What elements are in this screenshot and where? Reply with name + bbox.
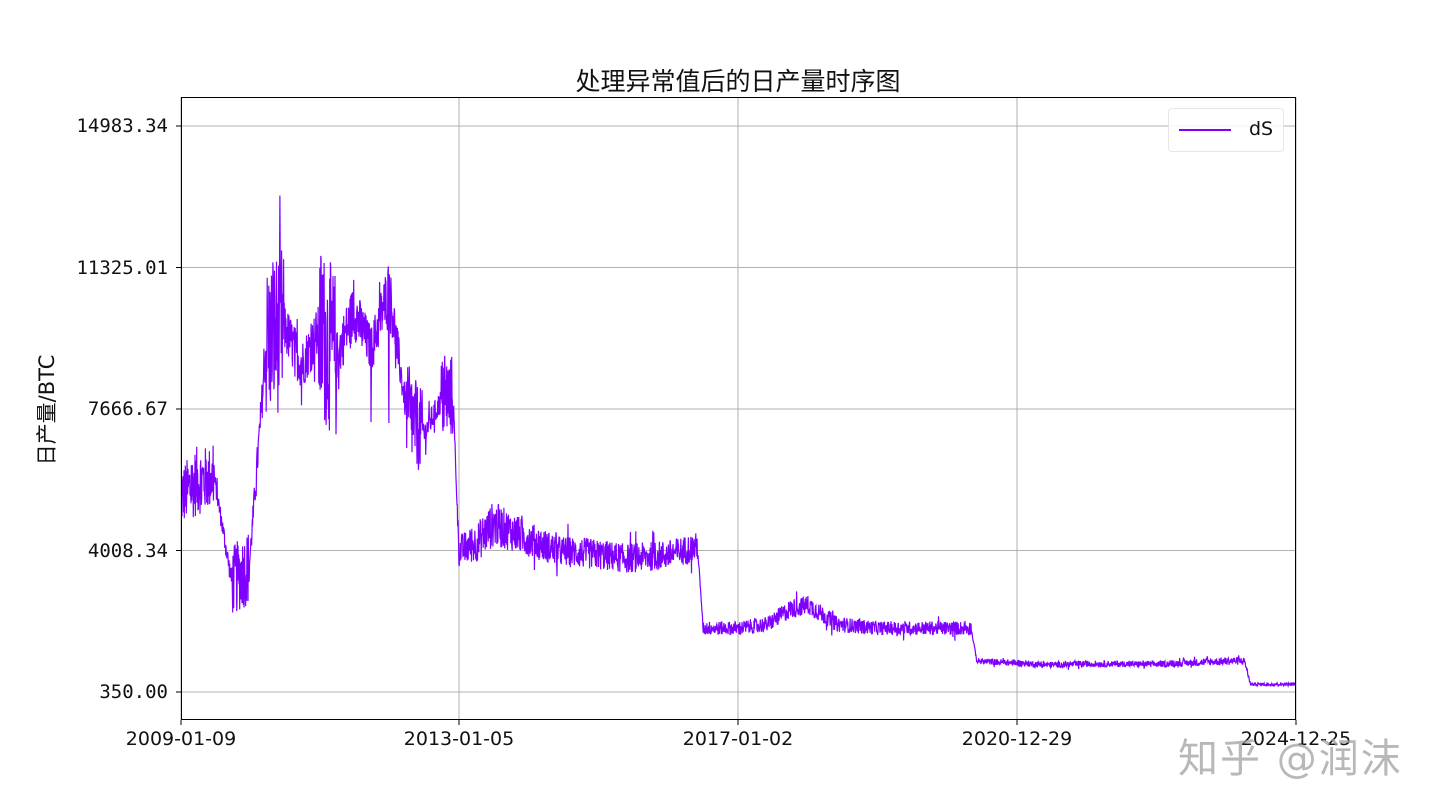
x-tick-label: 2020-12-29 [961,728,1073,750]
chart-title: 处理异常值后的日产量时序图 [575,67,901,96]
legend-label: dS [1249,118,1274,140]
y-tick-label: 14983.34 [76,115,168,137]
legend: dS [1168,108,1284,152]
x-tick-label: 2024-12-25 [1240,728,1352,750]
y-tick-label: 4008.34 [87,540,168,562]
y-tick-label: 350.00 [99,681,168,703]
plot-area [181,97,1296,720]
y-tick-label: 7666.67 [87,398,168,420]
x-tick-label: 2013-01-05 [403,728,515,750]
series-line-ds [181,195,1296,689]
y-tick-label: 11325.01 [76,257,168,279]
watermark: 知乎 @润沫 [1178,736,1403,782]
x-tick-label: 2017-01-02 [682,728,794,750]
x-tick-label: 2009-01-09 [125,728,237,750]
legend-line-swatch [1179,129,1231,131]
